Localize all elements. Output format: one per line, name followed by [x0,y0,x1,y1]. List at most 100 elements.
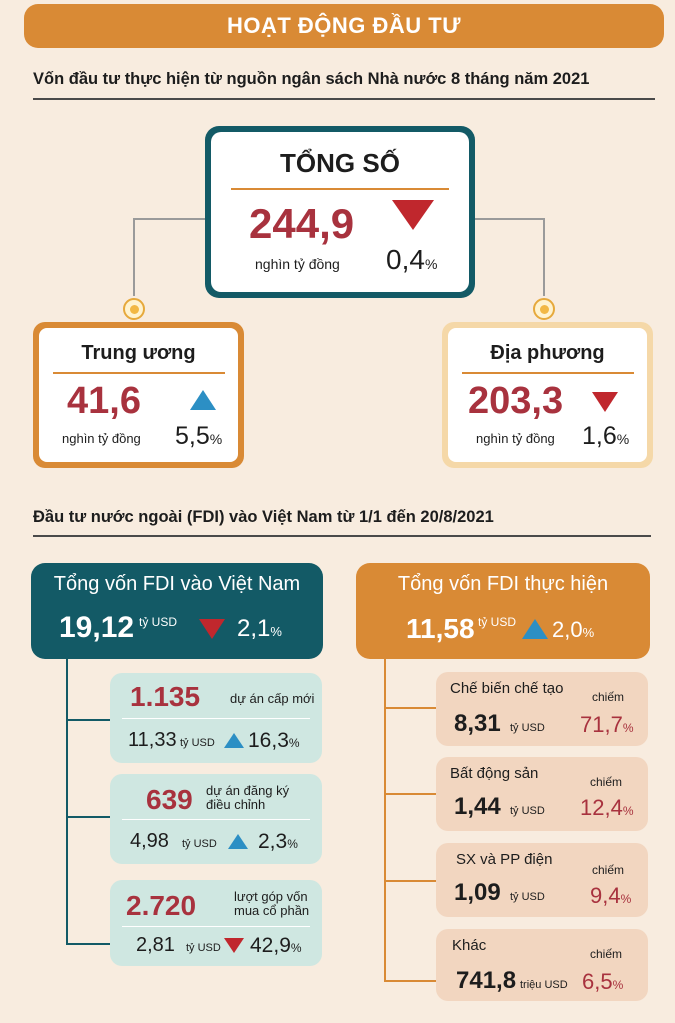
sector-label: Khác [452,937,487,954]
item-desc: dự án cấp mới [230,691,315,706]
connector-dot-left [123,298,145,320]
central-unit: nghìn tỷ đồng [62,431,141,446]
total-value: 244,9 [249,200,355,247]
fdi-item-capital-contribution: 2.720 lượt góp vốn mua cổ phần 2,81 tỷ US… [110,880,322,966]
local-value: 203,3 [468,380,564,422]
item-count: 2.720 [126,890,197,921]
right-tree-branch-2 [384,793,436,795]
fdi-total-change: 2,1% [237,615,282,642]
sector-share-label: chiếm [592,690,625,704]
local-card: Địa phương 203,3 nghìn tỷ đồng 1,6% [442,322,653,468]
sector-share: 9,4% [590,883,632,908]
total-change: 0,4% [386,244,438,275]
fdi-realized-unit: tỷ USD [478,615,517,629]
fdi-item-adjusted-projects: 639 dự án đăng ký điều chỉnh 4,98 tỷ USD … [110,774,322,864]
sector-unit: tỷ USD [510,805,545,817]
right-tree-branch-1 [384,707,436,709]
sector-item-real-estate: Bất động sản 1,44 tỷ USD chiếm 12,4% [436,757,648,831]
connector-dot-right [533,298,555,320]
down-arrow-icon [392,200,434,230]
sector-item-manufacturing: Chế biến chế tạo 8,31 tỷ USD chiếm 71,7% [436,672,648,746]
fdi-total-card: Tổng vốn FDI vào Việt Nam 19,12 tỷ USD 2… [31,563,323,659]
fdi-realized-header: Tổng vốn FDI thực hiện [397,573,609,595]
sector-value: 1,09 [454,879,501,906]
central-divider [53,372,225,374]
up-arrow-icon [224,733,244,748]
item-value: 4,98 [130,830,169,852]
right-tree-branch-4 [384,980,436,982]
central-value: 41,6 [67,380,141,422]
left-tree-trunk [66,659,68,944]
item-change: 16,3% [248,729,300,752]
section2-title: Đầu tư nước ngoài (FDI) vào Việt Nam từ … [33,508,494,526]
local-label: Địa phương [490,342,605,364]
item-divider [122,926,310,927]
local-change: 1,6% [582,422,630,450]
fdi-total-unit: tỷ USD [139,615,178,629]
sector-share: 12,4% [580,795,634,820]
connector-right-h [472,218,544,220]
total-unit: nghìn tỷ đồng [255,256,340,272]
sector-item-electricity: SX và PP điện 1,09 tỷ USD chiếm 9,4% [436,843,648,917]
fdi-realized-value: 11,58 [406,613,475,644]
item-divider [122,819,310,820]
item-value: 2,81 [136,934,175,956]
item-value: 11,33 [128,729,177,751]
fdi-total-value: 19,12 [59,611,135,644]
down-arrow-icon [592,392,618,412]
local-divider [462,372,634,374]
fdi-total-header: Tổng vốn FDI vào Việt Nam [53,573,301,595]
sector-value: 741,8 [456,967,517,994]
connector-left-v [133,218,135,296]
page-banner: HOẠT ĐỘNG ĐẦU TƯ [24,4,664,48]
sector-unit: triệu USD [520,979,568,991]
item-change: 2,3% [258,830,298,853]
sector-item-other: Khác 741,8 triệu USD chiếm 6,5% [436,929,648,1001]
item-count: 1.135 [130,681,201,712]
item-unit: tỷ USD [180,737,215,749]
sector-value: 1,44 [454,793,501,820]
item-desc: dự án đăng ký điều chỉnh [206,783,290,812]
item-change: 42,9% [250,934,302,957]
sector-share-label: chiếm [590,947,623,961]
down-arrow-icon [224,938,244,953]
right-tree-branch-3 [384,880,436,882]
connector-right-v [543,218,545,296]
total-divider [231,188,449,190]
total-card: TỔNG SỐ 244,9 nghìn tỷ đồng 0,4% [205,126,475,298]
central-change: 5,5% [175,422,223,450]
connector-left-h [133,218,209,220]
sector-share: 6,5% [582,969,624,994]
item-unit: tỷ USD [186,942,221,954]
sector-unit: tỷ USD [510,722,545,734]
sector-label: SX và PP điện [456,851,553,868]
fdi-realized-change: 2,0% [552,617,595,642]
sector-label: Bất động sản [450,765,539,782]
left-tree-branch-3 [66,943,110,945]
down-arrow-icon [199,619,225,639]
sector-share-label: chiếm [592,863,625,877]
sector-unit: tỷ USD [510,891,545,903]
item-desc: lượt góp vốn mua cổ phần [234,889,310,918]
sector-share-label: chiếm [590,775,623,789]
up-arrow-icon [190,390,216,410]
section1-divider [33,98,655,100]
section1-title: Vốn đầu tư thực hiện từ nguồn ngân sách … [33,70,590,88]
central-label: Trung ương [81,342,196,364]
item-unit: tỷ USD [182,838,217,850]
fdi-item-new-projects: 1.135 dự án cấp mới 11,33 tỷ USD 16,3% [110,673,322,763]
sector-share: 71,7% [580,712,634,737]
left-tree-branch-1 [66,719,110,721]
up-arrow-icon [522,619,548,639]
up-arrow-icon [228,834,248,849]
item-divider [122,718,310,719]
left-tree-branch-2 [66,816,110,818]
item-count: 639 [146,784,193,815]
sector-value: 8,31 [454,710,501,737]
sector-label: Chế biến chế tạo [450,680,564,697]
central-card: Trung ương 41,6 nghìn tỷ đồng 5,5% [33,322,244,468]
right-tree-trunk [384,659,386,981]
fdi-realized-card: Tổng vốn FDI thực hiện 11,58 tỷ USD 2,0% [356,563,650,659]
total-label: TỔNG SỐ [280,148,400,178]
section2-divider [33,535,651,537]
